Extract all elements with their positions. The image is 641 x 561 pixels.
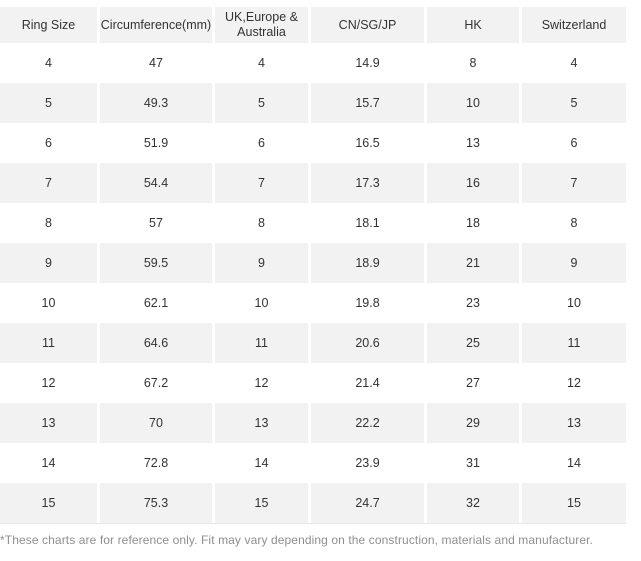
table-cell: 8 [0,203,97,243]
table-cell: 10 [215,283,308,323]
table-cell: 14.9 [311,43,424,83]
table-cell: 12 [215,363,308,403]
table-cell: 13 [522,403,626,443]
table-cell: 13 [0,403,97,443]
table-cell: 22.2 [311,403,424,443]
table-cell: 15 [522,483,626,523]
table-cell: 51.9 [100,123,212,163]
table-cell: 6 [215,123,308,163]
table-cell: 59.5 [100,243,212,283]
table-cell: 70 [100,403,212,443]
table-cell: 47 [100,43,212,83]
table-cell: 23 [427,283,519,323]
table-cell: 8 [215,203,308,243]
table-cell: 16.5 [311,123,424,163]
table-cell: 5 [215,83,308,123]
table-cell: 31 [427,443,519,483]
table-cell: 10 [427,83,519,123]
table-cell: 8 [427,43,519,83]
table-cell: 54.4 [100,163,212,203]
table-cell: 5 [0,83,97,123]
table-cell: 18 [427,203,519,243]
table-cell: 67.2 [100,363,212,403]
ring-size-chart-page: Ring Size Circumference(mm) UK,Europe & Au… [0,7,626,547]
table-cell: 18.9 [311,243,424,283]
table-cell: 8 [522,203,626,243]
column-header: Circumference(mm) [100,7,212,43]
table-cell: 62.1 [100,283,212,323]
table-cell: 25 [427,323,519,363]
column-header: Ring Size [0,7,97,43]
table-cell: 9 [0,243,97,283]
table-cell: 4 [215,43,308,83]
table-cell: 27 [427,363,519,403]
table-cell: 6 [522,123,626,163]
table-cell: 16 [427,163,519,203]
ring-size-conversion-table: Ring Size Circumference(mm) UK,Europe & Au… [0,7,626,524]
table-cell: 4 [522,43,626,83]
table-cell: 21.4 [311,363,424,403]
table-cell: 23.9 [311,443,424,483]
table-cell: 10 [0,283,97,323]
table-cell: 24.7 [311,483,424,523]
table-cell: 32 [427,483,519,523]
table-cell: 75.3 [100,483,212,523]
table-cell: 12 [0,363,97,403]
table-cell: 5 [522,83,626,123]
column-header: CN/SG/JP [311,7,424,43]
table-cell: 64.6 [100,323,212,363]
table-cell: 6 [0,123,97,163]
column-header: UK,Europe & Australia [215,7,308,43]
column-header: HK [427,7,519,43]
table-cell: 11 [0,323,97,363]
table-cell: 7 [522,163,626,203]
table-cell: 7 [0,163,97,203]
table-cell: 15 [215,483,308,523]
table-cell: 57 [100,203,212,243]
table-cell: 13 [427,123,519,163]
table-cell: 4 [0,43,97,83]
table-cell: 9 [215,243,308,283]
table-cell: 14 [0,443,97,483]
table-cell: 29 [427,403,519,443]
table-cell: 11 [522,323,626,363]
table-cell: 12 [522,363,626,403]
table-cell: 18.1 [311,203,424,243]
table-cell: 17.3 [311,163,424,203]
table-cell: 49.3 [100,83,212,123]
table-cell: 72.8 [100,443,212,483]
table-cell: 9 [522,243,626,283]
table-cell: 15 [0,483,97,523]
table-cell: 15.7 [311,83,424,123]
table-cell: 21 [427,243,519,283]
table-cell: 10 [522,283,626,323]
table-cell: 14 [522,443,626,483]
table-cell: 11 [215,323,308,363]
footnote: *These charts are for reference only. Fi… [0,533,593,547]
table-cell: 19.8 [311,283,424,323]
column-header: Switzerland [522,7,626,43]
table-cell: 20.6 [311,323,424,363]
table-cell: 14 [215,443,308,483]
table-cell: 13 [215,403,308,443]
table-cell: 7 [215,163,308,203]
